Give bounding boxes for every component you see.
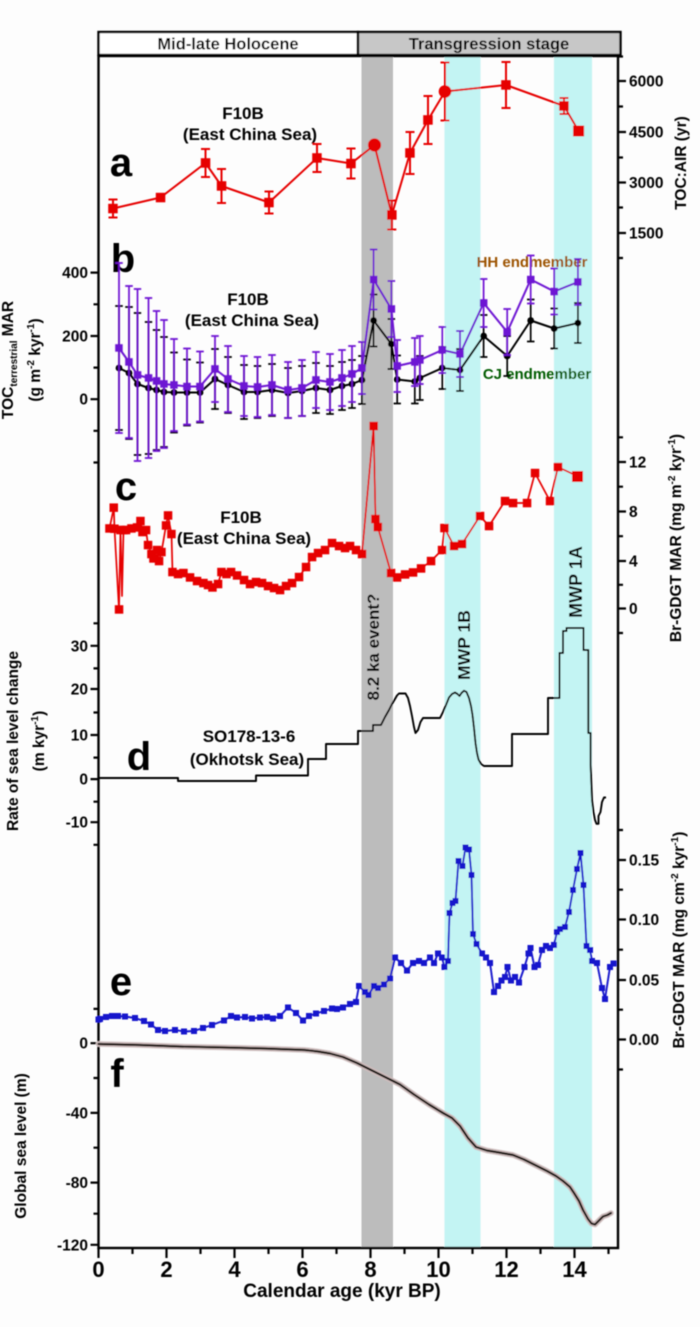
svg-text:F10B: F10B — [227, 290, 269, 309]
svg-text:4: 4 — [629, 554, 638, 571]
svg-text:F10B: F10B — [220, 508, 262, 527]
svg-text:c: c — [115, 465, 137, 509]
svg-text:0.10: 0.10 — [629, 912, 659, 929]
svg-text:0: 0 — [79, 392, 88, 409]
svg-text:8.2 ka event?: 8.2 ka event? — [364, 594, 383, 701]
svg-text:14: 14 — [562, 1257, 587, 1282]
svg-text:Rate of sea level change: Rate of sea level change — [5, 651, 22, 831]
svg-text:(Okhotsk Sea): (Okhotsk Sea) — [190, 750, 304, 769]
svg-text:20: 20 — [71, 682, 88, 699]
svg-text:2: 2 — [160, 1257, 172, 1282]
svg-text:f: f — [110, 1052, 124, 1096]
svg-text:4: 4 — [228, 1257, 241, 1282]
svg-text:8: 8 — [629, 504, 638, 521]
svg-text:TOC:AIR (yr): TOC:AIR (yr) — [673, 116, 690, 210]
svg-text:4500: 4500 — [629, 125, 663, 142]
svg-text:Calendar age (kyr BP): Calendar age (kyr BP) — [243, 1281, 440, 1302]
svg-text:Mid-late Holocene: Mid-late Holocene — [157, 36, 298, 54]
svg-text:(m kyr-1​): (m kyr-1​) — [30, 711, 48, 772]
svg-text:30: 30 — [71, 638, 88, 655]
svg-text:0: 0 — [629, 601, 638, 618]
svg-text:200: 200 — [62, 329, 88, 346]
svg-text:CJ endmember: CJ endmember — [483, 366, 592, 383]
svg-text:3000: 3000 — [629, 175, 663, 192]
svg-text:12: 12 — [629, 455, 646, 472]
svg-text:F10B: F10B — [222, 104, 264, 123]
svg-text:10: 10 — [71, 728, 88, 745]
svg-text:TOCterrestrial​ MAR: TOCterrestrial​ MAR — [0, 301, 20, 419]
svg-text:d: d — [127, 735, 151, 779]
svg-text:b: b — [111, 237, 135, 281]
svg-text:-40: -40 — [66, 1105, 88, 1122]
svg-text:-10: -10 — [66, 815, 88, 832]
svg-text:Br-GDGT MAR (mg cm-2​ kyr-1​): Br-GDGT MAR (mg cm-2​ kyr-1​) — [670, 832, 688, 1049]
svg-text:0: 0 — [79, 772, 88, 789]
svg-text:e: e — [110, 960, 132, 1004]
svg-text:12: 12 — [494, 1257, 518, 1282]
svg-text:0.15: 0.15 — [629, 853, 660, 870]
svg-text:(East China Sea): (East China Sea) — [183, 125, 317, 144]
svg-text:0: 0 — [79, 1036, 88, 1053]
svg-text:0.00: 0.00 — [629, 1032, 659, 1049]
svg-text:10: 10 — [426, 1257, 450, 1282]
svg-text:6: 6 — [296, 1257, 308, 1282]
svg-text:400: 400 — [62, 265, 88, 282]
svg-text:Global sea level (m): Global sea level (m) — [13, 1073, 30, 1219]
svg-text:(g m-2​ kyr-1​): (g m-2​ kyr-1​) — [26, 318, 44, 401]
svg-text:(East China Sea): (East China Sea) — [177, 529, 311, 548]
svg-text:MWP 1B: MWP 1B — [454, 610, 474, 680]
svg-text:0: 0 — [92, 1257, 104, 1282]
svg-text:MWP 1A: MWP 1A — [566, 546, 586, 618]
svg-text:(East China Sea): (East China Sea) — [185, 311, 319, 330]
svg-text:0.05: 0.05 — [629, 973, 660, 990]
svg-text:1500: 1500 — [629, 226, 663, 243]
svg-text:-120: -120 — [57, 1237, 88, 1254]
svg-text:Transgression stage: Transgression stage — [409, 36, 569, 54]
svg-text:Br-GDGT MAR (mg m-2​ kyr-1​): Br-GDGT MAR (mg m-2​ kyr-1​) — [667, 434, 685, 642]
svg-text:6000: 6000 — [629, 74, 663, 91]
svg-text:SO178-13-6: SO178-13-6 — [203, 727, 296, 746]
svg-text:-80: -80 — [66, 1175, 88, 1192]
svg-text:a: a — [110, 141, 133, 185]
svg-text:8: 8 — [364, 1257, 376, 1282]
svg-text:HH endmember: HH endmember — [477, 254, 588, 271]
